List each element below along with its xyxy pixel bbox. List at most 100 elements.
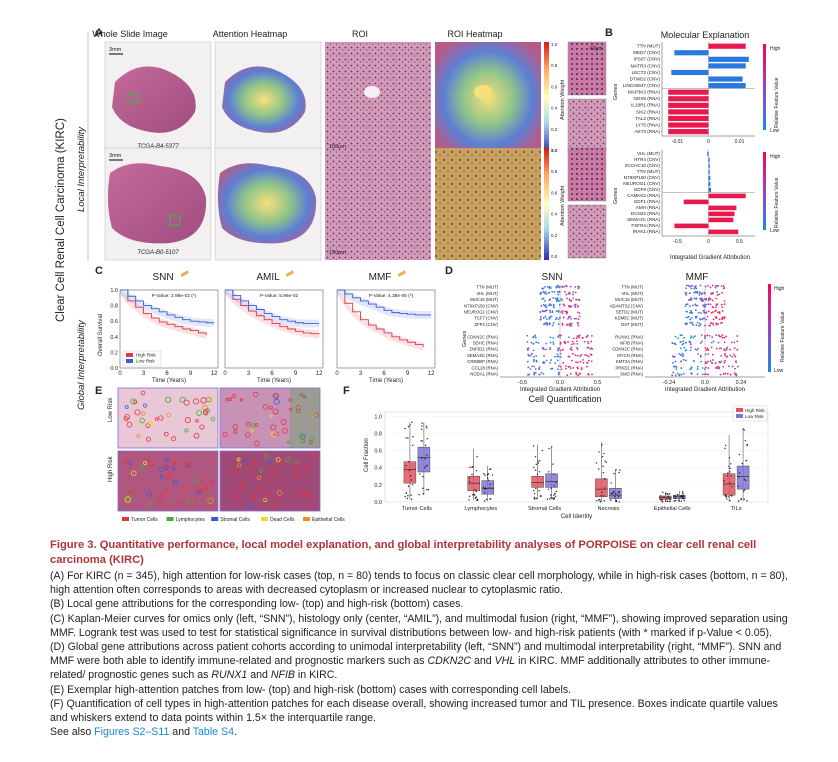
data-point xyxy=(407,495,409,497)
cell-marker xyxy=(159,493,164,498)
swarm-point xyxy=(539,311,542,314)
swarm-point xyxy=(677,337,680,340)
km-xlabel: Time (Years) xyxy=(152,378,186,384)
data-point xyxy=(682,492,684,495)
data-point xyxy=(553,494,555,496)
cell-marker xyxy=(245,421,251,427)
swarm-point xyxy=(710,322,712,325)
swarm-point xyxy=(545,359,548,362)
link-table-s4[interactable]: Table S4 xyxy=(192,726,234,739)
swarm-point xyxy=(720,303,723,306)
swarm-point xyxy=(671,355,674,358)
swarm-point xyxy=(699,284,702,287)
cell-marker xyxy=(231,491,236,495)
data-point xyxy=(744,440,747,442)
cell-marker xyxy=(253,440,260,447)
cell-marker xyxy=(309,436,315,442)
cell-patch xyxy=(117,450,219,512)
km-curve-high-risk xyxy=(225,289,320,335)
caption-d-text: and xyxy=(247,669,271,682)
gene-label: TTN (MUT) xyxy=(637,169,661,174)
swarm-point xyxy=(542,347,545,349)
swarm-point xyxy=(586,354,588,357)
wsi-tissue xyxy=(107,163,207,244)
cell-marker xyxy=(303,394,307,399)
swarm-point xyxy=(534,334,537,337)
swarm-point xyxy=(556,353,559,356)
swarm-point xyxy=(695,291,697,294)
swarm-point xyxy=(574,354,577,357)
cell-marker xyxy=(269,467,275,473)
swarm-point xyxy=(671,361,674,364)
link-figures-s2-s11[interactable]: Figures S2–S11 xyxy=(94,726,170,739)
swarm-point xyxy=(559,336,561,339)
data-point xyxy=(674,499,677,502)
data-point xyxy=(486,477,489,479)
data-point xyxy=(407,437,409,439)
colorbar-high: High xyxy=(774,286,785,292)
swarm-point xyxy=(542,317,545,320)
cell-marker xyxy=(250,428,254,433)
km-title: AMIL xyxy=(256,272,280,283)
swarm-point xyxy=(724,372,727,375)
data-point xyxy=(550,497,552,499)
zoom-patch xyxy=(567,204,607,259)
swarm-point xyxy=(586,365,588,368)
data-point xyxy=(486,474,489,476)
attribution-bar xyxy=(683,199,709,205)
cell-marker xyxy=(288,398,293,402)
swarm-point xyxy=(704,285,707,288)
swarm-xlabel: Integrated Gradient Attribution xyxy=(665,387,745,393)
cell-legend-label: Stromal Cells xyxy=(220,517,250,523)
genes-axis-label: Genes xyxy=(462,331,468,347)
swarm-point xyxy=(700,360,703,363)
cell-marker xyxy=(158,415,164,421)
attention-tissue xyxy=(217,163,317,244)
swarm-point xyxy=(552,343,555,345)
cell-marker xyxy=(311,412,316,418)
data-point xyxy=(604,487,606,489)
swarm-point xyxy=(568,365,571,368)
x-tick: 0 xyxy=(118,371,122,377)
swarm-point xyxy=(682,372,685,375)
attribution-bar xyxy=(668,129,709,135)
swarm-point xyxy=(706,334,709,337)
cell-marker xyxy=(192,398,199,405)
km-frame xyxy=(119,289,219,369)
swarm-point xyxy=(578,312,581,314)
swarm-point xyxy=(540,316,542,318)
data-point xyxy=(536,473,539,476)
swarm-point xyxy=(722,287,725,290)
km-confidence-band xyxy=(120,290,215,327)
swarm-point xyxy=(543,355,545,357)
cell-marker xyxy=(277,496,282,500)
data-point xyxy=(552,463,554,465)
cell-marker xyxy=(262,404,269,410)
swarm-point xyxy=(575,298,578,301)
swarm-point xyxy=(679,340,682,343)
data-point xyxy=(604,478,606,480)
gene-label: TAL2 (RNA) xyxy=(635,116,660,121)
swarm-point xyxy=(690,311,693,314)
cell-marker xyxy=(276,489,283,496)
swarm-point xyxy=(557,318,560,321)
swarm-point xyxy=(718,347,721,350)
cell-marker xyxy=(124,405,129,409)
cell-marker xyxy=(251,423,256,428)
swarm-point xyxy=(550,359,552,361)
swarm-point xyxy=(700,297,703,300)
data-point xyxy=(738,453,741,456)
data-point xyxy=(421,425,423,427)
cell-marker xyxy=(165,473,172,480)
swarm-point xyxy=(584,354,586,356)
swarm-point xyxy=(569,367,572,370)
swarm-point xyxy=(572,291,574,294)
column-title: Whole Slide Image xyxy=(92,29,168,39)
data-point xyxy=(601,456,604,458)
data-point xyxy=(743,429,745,431)
data-point xyxy=(411,421,413,424)
swarm-point xyxy=(709,298,712,301)
swarm-point xyxy=(552,304,555,307)
cell-marker xyxy=(232,424,239,430)
x-tick: 9 xyxy=(406,371,410,377)
